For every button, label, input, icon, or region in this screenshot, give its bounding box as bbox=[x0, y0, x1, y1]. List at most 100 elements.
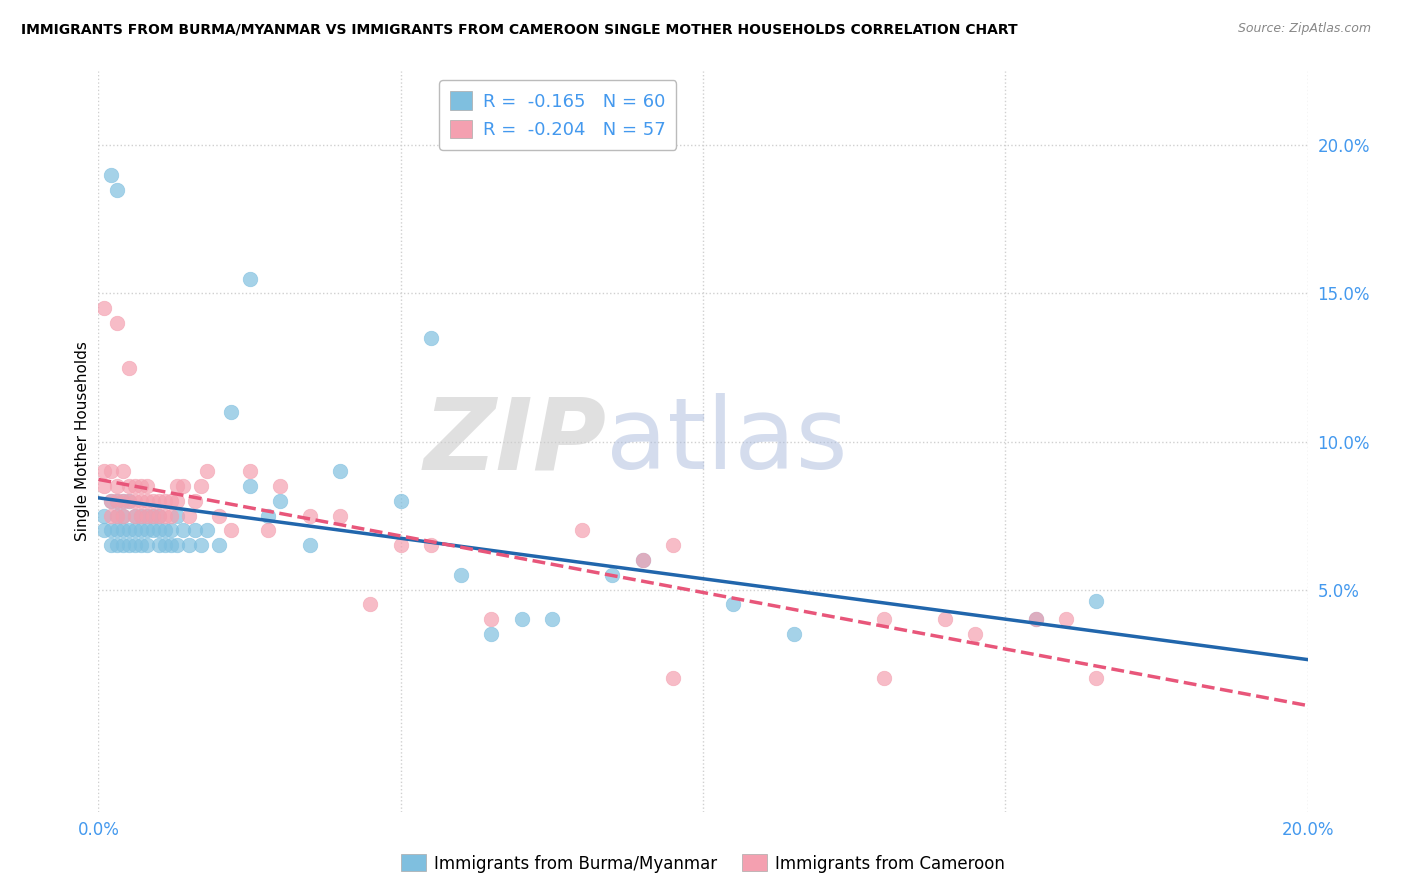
Point bbox=[256, 508, 278, 523]
Legend: Immigrants from Burma/Myanmar, Immigrants from Cameroon: Immigrants from Burma/Myanmar, Immigrant… bbox=[394, 847, 1012, 880]
Point bbox=[142, 493, 165, 508]
Point bbox=[179, 508, 201, 523]
Point bbox=[221, 405, 243, 419]
Point bbox=[195, 464, 218, 478]
Point bbox=[100, 464, 122, 478]
Point bbox=[1024, 612, 1046, 626]
Point bbox=[129, 508, 152, 523]
Point bbox=[148, 538, 170, 552]
Point bbox=[420, 331, 443, 345]
Point bbox=[166, 479, 188, 493]
Point bbox=[135, 538, 157, 552]
Point bbox=[166, 493, 188, 508]
Point bbox=[510, 612, 533, 626]
Point bbox=[142, 524, 165, 538]
Point bbox=[208, 508, 231, 523]
Point bbox=[93, 301, 115, 316]
Text: IMMIGRANTS FROM BURMA/MYANMAR VS IMMIGRANTS FROM CAMEROON SINGLE MOTHER HOUSEHOL: IMMIGRANTS FROM BURMA/MYANMAR VS IMMIGRA… bbox=[21, 22, 1018, 37]
Point bbox=[105, 508, 128, 523]
Point bbox=[100, 493, 122, 508]
Point bbox=[105, 479, 128, 493]
Point bbox=[124, 479, 146, 493]
Y-axis label: Single Mother Households: Single Mother Households bbox=[75, 342, 90, 541]
Point bbox=[129, 493, 152, 508]
Point bbox=[481, 612, 503, 626]
Point bbox=[105, 493, 128, 508]
Point bbox=[172, 479, 194, 493]
Point bbox=[135, 524, 157, 538]
Point bbox=[571, 524, 593, 538]
Point bbox=[148, 493, 170, 508]
Point bbox=[105, 183, 128, 197]
Text: Source: ZipAtlas.com: Source: ZipAtlas.com bbox=[1237, 22, 1371, 36]
Point bbox=[129, 524, 152, 538]
Point bbox=[1054, 612, 1077, 626]
Point bbox=[111, 508, 134, 523]
Point bbox=[195, 524, 218, 538]
Point bbox=[299, 508, 322, 523]
Point bbox=[129, 508, 152, 523]
Point bbox=[93, 524, 115, 538]
Point bbox=[221, 524, 243, 538]
Point bbox=[1024, 612, 1046, 626]
Point bbox=[783, 627, 806, 641]
Point bbox=[269, 493, 291, 508]
Point bbox=[93, 479, 115, 493]
Point bbox=[129, 538, 152, 552]
Point bbox=[450, 567, 472, 582]
Point bbox=[389, 493, 412, 508]
Point bbox=[105, 538, 128, 552]
Point bbox=[602, 567, 624, 582]
Point bbox=[148, 508, 170, 523]
Point bbox=[329, 508, 352, 523]
Point bbox=[118, 493, 141, 508]
Point bbox=[111, 493, 134, 508]
Point bbox=[631, 553, 654, 567]
Point bbox=[124, 524, 146, 538]
Point bbox=[105, 493, 128, 508]
Point bbox=[540, 612, 562, 626]
Point bbox=[148, 508, 170, 523]
Point bbox=[160, 508, 183, 523]
Point bbox=[118, 493, 141, 508]
Point bbox=[135, 479, 157, 493]
Point bbox=[111, 493, 134, 508]
Point bbox=[124, 508, 146, 523]
Point bbox=[481, 627, 503, 641]
Point bbox=[661, 672, 683, 686]
Point bbox=[389, 538, 412, 552]
Point bbox=[105, 508, 128, 523]
Point bbox=[239, 464, 262, 478]
Point bbox=[256, 524, 278, 538]
Point bbox=[299, 538, 322, 552]
Point bbox=[93, 464, 115, 478]
Point bbox=[111, 508, 134, 523]
Point bbox=[934, 612, 956, 626]
Point bbox=[105, 316, 128, 330]
Point bbox=[179, 538, 201, 552]
Point bbox=[135, 493, 157, 508]
Point bbox=[631, 553, 654, 567]
Point bbox=[111, 464, 134, 478]
Point bbox=[1085, 672, 1108, 686]
Point bbox=[111, 538, 134, 552]
Point bbox=[166, 508, 188, 523]
Point bbox=[100, 508, 122, 523]
Point bbox=[153, 524, 176, 538]
Point bbox=[208, 538, 231, 552]
Text: ZIP: ZIP bbox=[423, 393, 606, 490]
Point bbox=[148, 524, 170, 538]
Point bbox=[118, 479, 141, 493]
Point bbox=[965, 627, 987, 641]
Point bbox=[118, 538, 141, 552]
Point bbox=[160, 493, 183, 508]
Point bbox=[420, 538, 443, 552]
Point bbox=[100, 538, 122, 552]
Point bbox=[118, 524, 141, 538]
Point bbox=[153, 493, 176, 508]
Point bbox=[723, 598, 745, 612]
Point bbox=[100, 524, 122, 538]
Point bbox=[124, 493, 146, 508]
Point bbox=[661, 538, 683, 552]
Point bbox=[160, 538, 183, 552]
